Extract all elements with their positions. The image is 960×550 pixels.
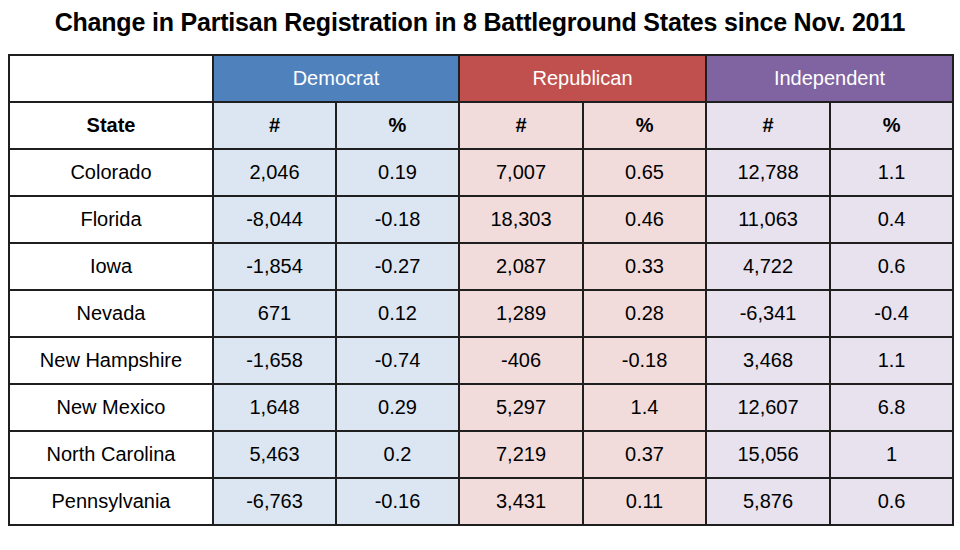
ind-count-header: # [706, 102, 830, 149]
cell-rep-count: 2,087 [459, 243, 583, 290]
cell-dem-count: 1,648 [213, 384, 336, 431]
cell-rep-count: 3,431 [459, 478, 583, 525]
cell-rep-pct: 0.65 [583, 149, 706, 196]
cell-dem-count: -8,044 [213, 196, 336, 243]
table-row: Florida -8,044 -0.18 18,303 0.46 11,063 … [9, 196, 953, 243]
column-header-row: State # % # % # % [9, 102, 953, 149]
cell-ind-pct: -0.4 [830, 290, 953, 337]
table-row: Nevada 671 0.12 1,289 0.28 -6,341 -0.4 [9, 290, 953, 337]
cell-dem-pct: -0.27 [336, 243, 459, 290]
cell-dem-count: 2,046 [213, 149, 336, 196]
cell-dem-pct: -0.74 [336, 337, 459, 384]
cell-rep-pct: -0.18 [583, 337, 706, 384]
party-header-republican: Republican [459, 55, 706, 102]
dem-pct-header: % [336, 102, 459, 149]
cell-dem-count: -6,763 [213, 478, 336, 525]
cell-rep-pct: 1.4 [583, 384, 706, 431]
cell-ind-count: 12,788 [706, 149, 830, 196]
cell-ind-count: 5,876 [706, 478, 830, 525]
cell-ind-count: 4,722 [706, 243, 830, 290]
state-cell: Florida [9, 196, 213, 243]
cell-ind-pct: 6.8 [830, 384, 953, 431]
rep-pct-header: % [583, 102, 706, 149]
cell-dem-count: -1,854 [213, 243, 336, 290]
empty-corner-cell [9, 55, 213, 102]
cell-ind-pct: 0.4 [830, 196, 953, 243]
dem-count-header: # [213, 102, 336, 149]
table-row: North Carolina 5,463 0.2 7,219 0.37 15,0… [9, 431, 953, 478]
cell-dem-pct: 0.2 [336, 431, 459, 478]
registration-table: Democrat Republican Independent State # … [8, 54, 954, 526]
ind-pct-header: % [830, 102, 953, 149]
party-header-democrat: Democrat [213, 55, 459, 102]
cell-dem-pct: 0.29 [336, 384, 459, 431]
table-row: Pennsylvania -6,763 -0.16 3,431 0.11 5,8… [9, 478, 953, 525]
cell-ind-pct: 1 [830, 431, 953, 478]
cell-dem-count: 671 [213, 290, 336, 337]
cell-rep-count: 1,289 [459, 290, 583, 337]
table-row: New Hampshire -1,658 -0.74 -406 -0.18 3,… [9, 337, 953, 384]
cell-ind-pct: 1.1 [830, 337, 953, 384]
cell-rep-count: 7,219 [459, 431, 583, 478]
cell-rep-pct: 0.37 [583, 431, 706, 478]
cell-ind-count: 12,607 [706, 384, 830, 431]
cell-ind-count: -6,341 [706, 290, 830, 337]
state-cell: North Carolina [9, 431, 213, 478]
cell-ind-pct: 0.6 [830, 478, 953, 525]
state-column-header: State [9, 102, 213, 149]
cell-dem-pct: -0.18 [336, 196, 459, 243]
rep-count-header: # [459, 102, 583, 149]
state-cell: Colorado [9, 149, 213, 196]
cell-dem-count: 5,463 [213, 431, 336, 478]
party-header-independent: Independent [706, 55, 953, 102]
table-row: New Mexico 1,648 0.29 5,297 1.4 12,607 6… [9, 384, 953, 431]
state-cell: Iowa [9, 243, 213, 290]
cell-rep-count: 7,007 [459, 149, 583, 196]
table-row: Colorado 2,046 0.19 7,007 0.65 12,788 1.… [9, 149, 953, 196]
cell-dem-pct: -0.16 [336, 478, 459, 525]
cell-rep-pct: 0.11 [583, 478, 706, 525]
state-cell: New Mexico [9, 384, 213, 431]
party-header-row: Democrat Republican Independent [9, 55, 953, 102]
page-title: Change in Partisan Registration in 8 Bat… [0, 0, 960, 37]
cell-ind-count: 15,056 [706, 431, 830, 478]
cell-ind-count: 11,063 [706, 196, 830, 243]
cell-dem-count: -1,658 [213, 337, 336, 384]
cell-ind-pct: 0.6 [830, 243, 953, 290]
cell-rep-count: -406 [459, 337, 583, 384]
cell-dem-pct: 0.12 [336, 290, 459, 337]
state-cell: Nevada [9, 290, 213, 337]
state-cell: New Hampshire [9, 337, 213, 384]
cell-rep-pct: 0.28 [583, 290, 706, 337]
cell-rep-pct: 0.33 [583, 243, 706, 290]
state-cell: Pennsylvania [9, 478, 213, 525]
cell-rep-pct: 0.46 [583, 196, 706, 243]
cell-ind-count: 3,468 [706, 337, 830, 384]
cell-rep-count: 5,297 [459, 384, 583, 431]
cell-ind-pct: 1.1 [830, 149, 953, 196]
cell-dem-pct: 0.19 [336, 149, 459, 196]
table-row: Iowa -1,854 -0.27 2,087 0.33 4,722 0.6 [9, 243, 953, 290]
cell-rep-count: 18,303 [459, 196, 583, 243]
